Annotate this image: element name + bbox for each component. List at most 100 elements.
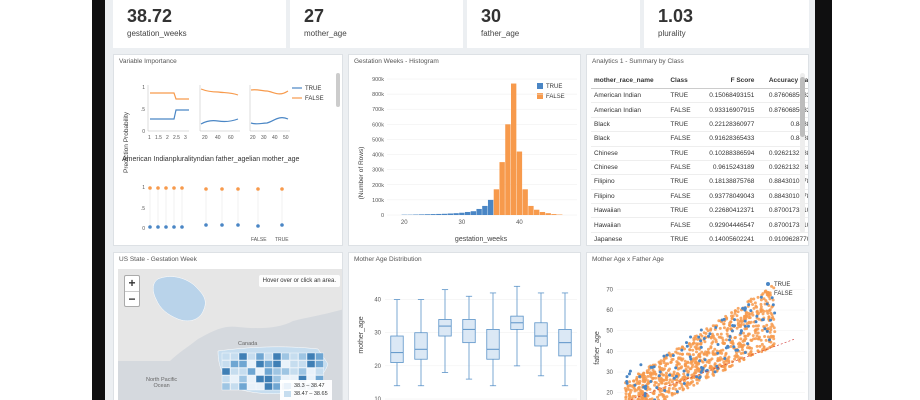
state-region[interactable]	[255, 360, 265, 368]
mother-age-panel[interactable]: Mother Age Distribution mother_age 10 20 3…	[348, 252, 581, 400]
state-region[interactable]	[230, 360, 239, 368]
bar-true[interactable]	[476, 208, 482, 215]
state-region[interactable]	[281, 360, 290, 368]
bar-false[interactable]	[545, 213, 551, 215]
variable-importance-panel[interactable]: Variable Importance Prediction Probabili…	[113, 54, 343, 246]
state-region[interactable]	[255, 367, 265, 376]
us-map[interactable]: + − Hover over or click an area. Canada …	[118, 269, 342, 400]
kpi-card-father-age[interactable]: 30 father_age	[467, 0, 640, 48]
bar-false[interactable]	[522, 189, 528, 215]
column-header[interactable]: Class	[667, 73, 698, 89]
state-region[interactable]	[315, 352, 324, 361]
state-region[interactable]	[289, 352, 299, 361]
state-region[interactable]	[306, 360, 316, 368]
table-scrollbar[interactable]	[800, 73, 805, 233]
state-region[interactable]	[238, 375, 248, 383]
box-Ch[interactable]	[438, 289, 452, 373]
state-region[interactable]	[238, 382, 248, 391]
bar-false[interactable]	[539, 211, 546, 215]
bar-true[interactable]	[487, 199, 494, 215]
panel-scrollbar[interactable]	[336, 73, 340, 107]
column-header[interactable]: F Score	[697, 73, 758, 89]
box-Ha[interactable]	[486, 292, 500, 387]
box-Ja[interactable]	[510, 285, 524, 367]
bar-true[interactable]	[453, 213, 459, 215]
state-region[interactable]	[281, 352, 290, 361]
state-region[interactable]	[264, 382, 273, 391]
state-region[interactable]	[306, 352, 316, 361]
state-region[interactable]	[247, 367, 256, 376]
state-region[interactable]	[264, 360, 273, 368]
bar-true[interactable]	[470, 211, 477, 215]
state-region[interactable]	[315, 367, 324, 376]
bar-true[interactable]	[459, 212, 465, 215]
state-region[interactable]	[298, 360, 307, 368]
box-Ot[interactable]	[534, 292, 548, 377]
scatter-points[interactable]	[623, 284, 777, 400]
state-region[interactable]	[230, 352, 239, 361]
state-region[interactable]	[221, 375, 231, 383]
state-region[interactable]	[221, 367, 231, 376]
bar-false[interactable]	[534, 209, 540, 215]
bar-false[interactable]	[516, 151, 523, 215]
scrollbar-thumb[interactable]	[800, 77, 805, 137]
bar-false[interactable]	[551, 214, 557, 215]
state-region[interactable]	[281, 367, 290, 376]
bar-true[interactable]	[418, 214, 425, 215]
zoom-out-button[interactable]: −	[125, 291, 139, 306]
state-region[interactable]	[272, 375, 282, 383]
state-region[interactable]	[221, 360, 231, 368]
kpi-card-gestation-weeks[interactable]: 38.72 gestation_weeks	[113, 0, 286, 48]
kpi-card-plurality[interactable]: 1.03 plurality	[644, 0, 809, 48]
bar-true[interactable]	[482, 205, 488, 215]
histogram-panel[interactable]: Gestation Weeks - Histogram (Number of R…	[348, 54, 581, 246]
state-region[interactable]	[221, 382, 231, 391]
scatter-panel[interactable]: Mother Age x Father Age father_age TRUE …	[586, 252, 809, 400]
state-region[interactable]	[255, 352, 265, 361]
state-region[interactable]	[230, 367, 239, 376]
box-Fi[interactable]	[462, 295, 476, 380]
state-region[interactable]	[230, 382, 239, 391]
bar-false[interactable]	[528, 205, 534, 215]
bar-true[interactable]	[464, 211, 471, 215]
us-map-panel[interactable]: US State - Gestation Week + − Hover over…	[113, 252, 343, 400]
bar-true[interactable]	[430, 214, 436, 215]
bar-true[interactable]	[447, 213, 454, 215]
state-region[interactable]	[272, 367, 282, 376]
state-region[interactable]	[315, 360, 324, 368]
state-region[interactable]	[264, 367, 273, 376]
state-region[interactable]	[247, 375, 256, 383]
box-Bl[interactable]	[414, 299, 428, 387]
state-region[interactable]	[289, 360, 299, 368]
table-row[interactable]: American Indian TRUE 0.15068493151 0.876068…	[591, 88, 808, 104]
box-Am[interactable]	[390, 299, 404, 387]
state-region[interactable]	[247, 382, 256, 391]
bar-false[interactable]	[493, 189, 500, 215]
state-region[interactable]	[272, 352, 282, 361]
state-region[interactable]	[238, 360, 248, 368]
state-region[interactable]	[238, 352, 248, 361]
state-region[interactable]	[264, 375, 273, 383]
box-Wh[interactable]	[558, 292, 572, 387]
state-region[interactable]	[272, 360, 282, 368]
summary-panel[interactable]: Analytics 1 - Summary by Class mother_ra…	[586, 54, 809, 246]
bar-false[interactable]	[499, 162, 505, 215]
state-region[interactable]	[247, 360, 256, 368]
bar-true[interactable]	[436, 213, 442, 215]
state-region[interactable]	[306, 367, 316, 376]
state-region[interactable]	[255, 375, 265, 383]
state-region[interactable]	[298, 352, 307, 361]
bar-false[interactable]	[505, 124, 511, 215]
state-region[interactable]	[221, 352, 231, 361]
state-region[interactable]	[264, 352, 273, 361]
state-region[interactable]	[230, 375, 239, 383]
bar-true[interactable]	[441, 213, 448, 215]
kpi-card-mother-age[interactable]: 27 mother_age	[290, 0, 463, 48]
